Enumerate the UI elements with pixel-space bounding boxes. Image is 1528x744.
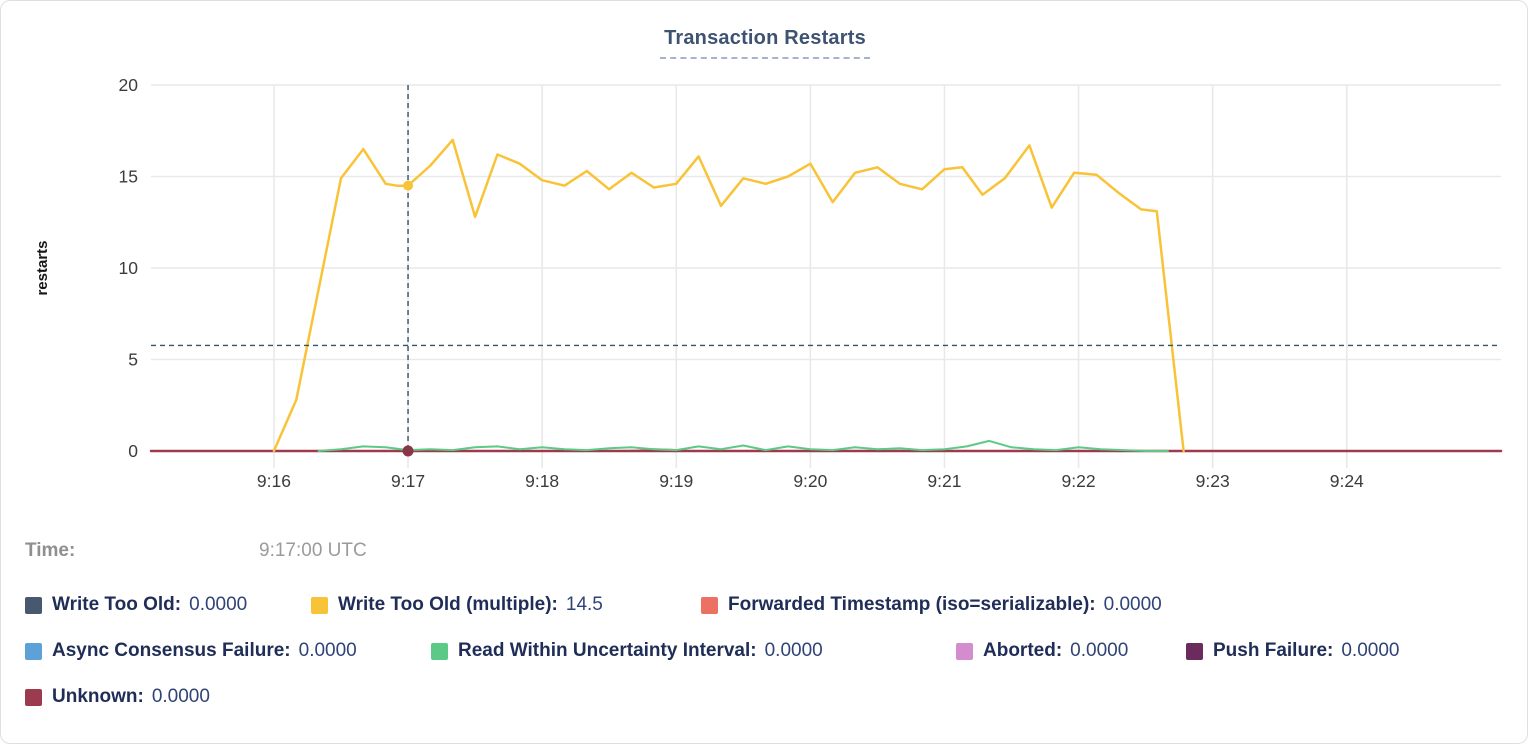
legend-value: 0.0000 — [298, 640, 357, 661]
legend-item-forwarded-timestamp: Forwarded Timestamp (iso=serializable): … — [701, 594, 1162, 616]
transaction-restarts-chart[interactable]: 0 5 10 15 20 9:16 9:17 9:18 9:19 9:20 9:21 9:22 9:23… — [1, 1, 1528, 513]
legend-row-1: Write Too Old: 0.0000 Write Too Old (mul… — [1, 593, 1527, 617]
y-axis-label: restarts — [34, 240, 51, 295]
legend-value: 14.5 — [565, 594, 603, 615]
legend-row-2: Async Consensus Failure: 0.0000 Read Wit… — [1, 639, 1527, 663]
y-tick-label: 10 — [119, 258, 139, 278]
series-line-write-too-old-multiple — [272, 138, 1185, 453]
legend-label: Write Too Old: — [52, 594, 182, 615]
y-tick-label: 20 — [119, 75, 139, 95]
series-line-read-within-uncertainty-interval — [317, 439, 1169, 452]
legend-label: Unknown: — [52, 686, 144, 707]
legend-label: Async Consensus Failure: — [52, 640, 291, 661]
legend-swatch-icon — [25, 688, 42, 706]
x-tick-label: 9:21 — [927, 471, 961, 491]
x-tick-label: 9:18 — [525, 471, 559, 491]
hover-dot-unknown — [402, 445, 414, 457]
legend-label: Push Failure: — [1213, 640, 1334, 661]
legend-item-read-within-uncertainty: Read Within Uncertainty Interval: 0.0000 — [431, 640, 956, 662]
legend-label: Read Within Uncertainty Interval: — [458, 640, 757, 661]
legend-item-write-too-old-multiple: Write Too Old (multiple): 14.5 — [311, 594, 701, 616]
y-tick-label: 5 — [128, 350, 138, 370]
x-tick-label: 9:16 — [257, 471, 291, 491]
x-tick-label: 9:23 — [1196, 471, 1230, 491]
legend-swatch-icon — [25, 642, 42, 660]
x-tick-label: 9:19 — [659, 471, 693, 491]
y-tick-label: 15 — [119, 167, 138, 187]
legend-item-push-failure: Push Failure: 0.0000 — [1186, 640, 1399, 662]
legend-swatch-icon — [701, 596, 718, 614]
legend-value: 0.0000 — [189, 594, 248, 615]
x-tick-label: 9:24 — [1330, 471, 1364, 491]
hover-dot-write-too-old-multiple — [403, 180, 414, 191]
legend-value: 0.0000 — [1341, 640, 1400, 661]
legend-value: 0.0000 — [1103, 594, 1162, 615]
x-tick-label: 9:22 — [1062, 471, 1096, 491]
x-tick-label: 9:20 — [793, 471, 827, 491]
hover-time-row: Time: 9:17:00 UTC — [25, 539, 1527, 563]
legend-swatch-icon — [431, 642, 448, 660]
legend-item-async-consensus-failure: Async Consensus Failure: 0.0000 — [25, 640, 431, 662]
gridlines: 0 5 10 15 20 9:16 9:17 9:18 9:19 9:20 9:21 9:22 9:23… — [119, 75, 1501, 491]
legend-swatch-icon — [25, 596, 42, 614]
chart-title: Transaction Restarts — [1, 27, 1528, 59]
legend-swatch-icon — [956, 642, 973, 660]
legend-label: Write Too Old (multiple): — [338, 594, 558, 615]
chart-area: Transaction Restarts 0 5 10 15 20 9:16 9:17 9:1… — [1, 1, 1528, 513]
legend-label: Forwarded Timestamp (iso=serializable): — [728, 594, 1096, 615]
legend-item-aborted: Aborted: 0.0000 — [956, 640, 1186, 662]
y-tick-label: 0 — [128, 441, 138, 461]
legend-item-write-too-old: Write Too Old: 0.0000 — [25, 594, 311, 616]
time-label: Time: — [25, 540, 76, 561]
legend-value: 0.0000 — [1070, 640, 1129, 661]
legend-swatch-icon — [311, 596, 328, 614]
x-tick-label: 9:17 — [391, 471, 425, 491]
legend-label: Aborted: — [983, 640, 1063, 661]
legend-value: 0.0000 — [764, 640, 823, 661]
legend-swatch-icon — [1186, 642, 1203, 660]
legend-value: 0.0000 — [151, 686, 210, 707]
chart-title-text: Transaction Restarts — [660, 27, 870, 59]
legend-item-unknown: Unknown: 0.0000 — [25, 686, 210, 708]
time-value: 9:17:00 UTC — [259, 540, 367, 561]
legend-row-3: Unknown: 0.0000 — [1, 685, 1527, 709]
